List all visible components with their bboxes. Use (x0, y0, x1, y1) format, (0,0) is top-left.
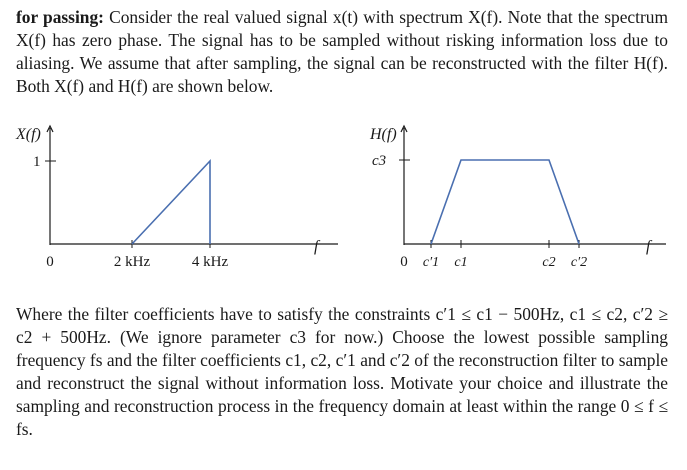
question-paragraph: Where the filter coefficients have to sa… (16, 303, 668, 441)
h-filter-y-tick-label: c3 (372, 153, 386, 169)
x-spectrum-x-label: f (314, 238, 321, 255)
question-text: Where the filter coefficients have to sa… (16, 304, 668, 439)
x-spectrum-x-tick-2khz: 2 kHz (114, 254, 151, 270)
figure-x-spectrum: X(f) 1 f 0 2 kHz 4 kHz (15, 124, 338, 270)
x-spectrum-x-tick-4khz: 4 kHz (192, 254, 229, 270)
h-filter-y-label: H(f) (369, 126, 397, 143)
figure-h-filter: H(f) c3 f 0 c′1 c1 c2 c′2 (369, 124, 666, 270)
h-filter-curve (430, 159, 580, 245)
h-filter-x-label: f (646, 238, 653, 255)
h-filter-x-tick-c1: c1 (454, 255, 467, 270)
x-spectrum-x-tick-0: 0 (46, 254, 54, 270)
intro-label: for passing: (16, 7, 104, 27)
h-filter-x-tick-0: 0 (400, 254, 408, 270)
intro-paragraph: for passing: Consider the real valued si… (16, 6, 668, 98)
h-filter-y-arrow (400, 124, 408, 133)
x-spectrum-curve (131, 158, 211, 245)
intro-text: Consider the real valued signal x(t) wit… (16, 7, 668, 96)
h-filter-x-tick-c1-prime: c′1 (423, 255, 439, 270)
x-spectrum-y-label: X(f) (15, 126, 41, 143)
h-filter-x-tick-c2-prime: c′2 (571, 255, 587, 270)
x-spectrum-y-tick-label: 1 (33, 154, 41, 170)
x-spectrum-y-arrow (46, 124, 54, 133)
h-filter-x-tick-c2: c2 (542, 255, 555, 270)
